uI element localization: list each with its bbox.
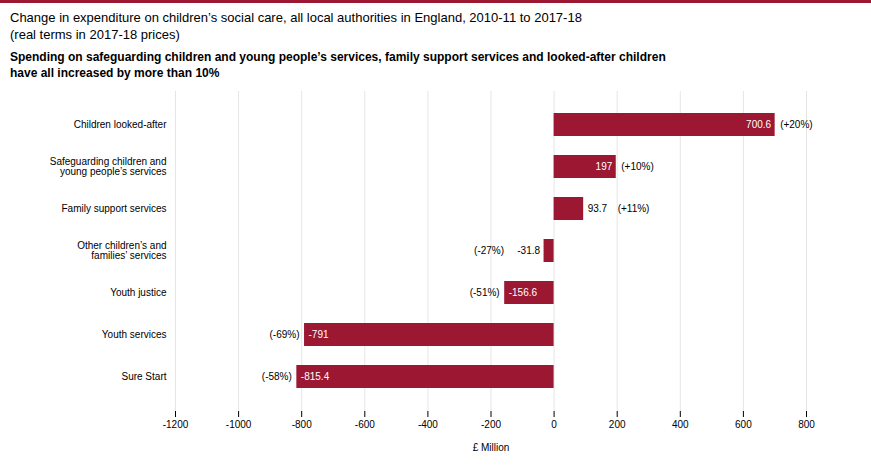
svg-text:-400: -400 xyxy=(418,419,438,430)
svg-text:Family support services: Family support services xyxy=(61,203,166,214)
svg-text:Safeguarding children andyoung: Safeguarding children andyoung people’s … xyxy=(50,156,167,177)
svg-text:600: 600 xyxy=(735,419,752,430)
svg-text:(+11%): (+11%) xyxy=(618,203,650,214)
svg-text:-800: -800 xyxy=(292,419,312,430)
svg-text:£ Million: £ Million xyxy=(473,442,510,453)
svg-text:93.7: 93.7 xyxy=(588,203,608,214)
svg-text:700.6: 700.6 xyxy=(746,119,771,130)
svg-text:(-58%): (-58%) xyxy=(262,371,292,382)
html-text:Spending on safeguarding child: Spending on safeguarding children and yo… xyxy=(10,50,666,80)
svg-text:Children looked-after: Children looked-after xyxy=(74,119,167,130)
svg-text:Other children’s andfamilies’: Other children’s andfamilies’ services xyxy=(77,240,166,261)
svg-text:Youth services: Youth services xyxy=(102,329,167,340)
svg-text:-1000: -1000 xyxy=(226,419,252,430)
svg-text:(-51%): (-51%) xyxy=(470,287,500,298)
svg-text:-31.8: -31.8 xyxy=(517,245,540,256)
svg-text:400: 400 xyxy=(672,419,689,430)
svg-text:-600: -600 xyxy=(355,419,375,430)
svg-text:(+10%): (+10%) xyxy=(621,161,654,172)
svg-text:0: 0 xyxy=(551,419,557,430)
svg-text:-815.4: -815.4 xyxy=(301,371,330,382)
svg-text:200: 200 xyxy=(609,419,626,430)
svg-text:-200: -200 xyxy=(481,419,501,430)
svg-text:800: 800 xyxy=(798,419,815,430)
svg-text:Sure Start: Sure Start xyxy=(121,371,166,382)
svg-text:Youth justice: Youth justice xyxy=(110,287,167,298)
svg-text:-791: -791 xyxy=(309,329,329,340)
html-text:Change in expenditure on child: Change in expenditure on children’s soci… xyxy=(10,10,582,25)
svg-text:197: 197 xyxy=(596,161,613,172)
svg-text:-156.6: -156.6 xyxy=(509,287,538,298)
svg-text:(-27%): (-27%) xyxy=(474,245,504,256)
svg-text:(-69%): (-69%) xyxy=(270,329,300,340)
html-text:(real terms in 2017-18 prices): (real terms in 2017-18 prices) xyxy=(10,27,180,42)
svg-text:(+20%): (+20%) xyxy=(780,119,813,130)
svg-text:-1200: -1200 xyxy=(163,419,189,430)
